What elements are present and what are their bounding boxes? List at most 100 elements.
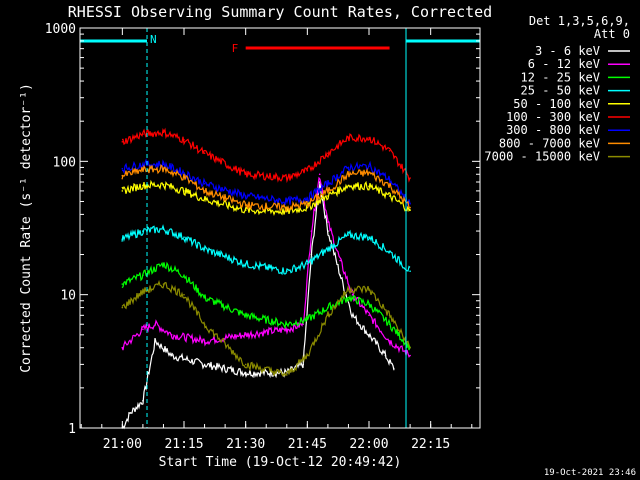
series-7-point-12 — [388, 178, 391, 181]
series-9-point-1 — [121, 306, 124, 309]
series-1-point-2 — [129, 412, 132, 414]
series-4-point-11 — [368, 236, 370, 238]
series-1-point-7 — [244, 371, 247, 374]
series-2-point-11 — [327, 221, 329, 223]
series-4-point-13 — [409, 270, 411, 273]
legend-label-8: 800 - 7000 keV — [499, 136, 600, 150]
series-8-point-2 — [142, 169, 144, 171]
series-1-point-13 — [339, 274, 342, 277]
series-8-point-1 — [121, 174, 124, 177]
series-9-point-3 — [162, 283, 165, 285]
series-line-7 — [121, 158, 411, 208]
series-6-point-7 — [286, 177, 288, 179]
series-8-point-12 — [388, 184, 391, 187]
x-tick-label-3: 21:30 — [226, 437, 265, 452]
series-1-point-12 — [327, 230, 329, 232]
series-7-point-1 — [121, 167, 124, 170]
series-2-point-16 — [409, 354, 411, 357]
series-8-point-8 — [306, 203, 309, 205]
series-4-point-2 — [142, 230, 144, 232]
legend-header-line-2: Att 0 — [594, 27, 630, 41]
series-3-point-2 — [142, 274, 144, 277]
y-tick-label-1: 1 — [68, 422, 76, 437]
chart-title: RHESSI Observing Summary Count Rates, Co… — [68, 3, 492, 21]
series-7-point-8 — [306, 197, 309, 199]
series-9-point-11 — [368, 288, 370, 290]
series-1-point-14 — [351, 314, 354, 317]
series-3-point-11 — [368, 303, 370, 305]
series-1-point-16 — [384, 354, 387, 357]
series-8-point-11 — [368, 172, 370, 174]
series-line-1 — [121, 182, 395, 430]
y-tick-label-3: 100 — [53, 155, 76, 170]
series-3-point-8 — [306, 318, 309, 321]
legend-label-9: 7000 - 15000 keV — [484, 150, 600, 164]
series-1-point-4 — [154, 340, 156, 342]
series-6-point-3 — [162, 131, 165, 134]
series-9-point-2 — [142, 291, 144, 293]
series-3-point-7 — [286, 323, 288, 326]
series-2-point-1 — [121, 346, 124, 349]
x-tick-label-5: 22:00 — [349, 437, 388, 452]
series-8-point-9 — [327, 190, 329, 192]
series-line-2 — [121, 176, 411, 358]
series-7-point-9 — [327, 182, 329, 185]
series-6-point-11 — [368, 137, 370, 139]
series-6-point-13 — [409, 177, 411, 179]
series-8-point-10 — [347, 173, 350, 176]
series-6-point-6 — [244, 173, 247, 176]
series-6-point-1 — [121, 141, 124, 143]
series-3-point-6 — [244, 314, 247, 317]
series-6-point-4 — [183, 139, 185, 141]
series-7-point-10 — [347, 166, 350, 169]
series-5-point-5 — [203, 198, 206, 200]
series-3-point-3 — [162, 263, 165, 265]
series-4-point-10 — [347, 234, 350, 236]
series-6-point-9 — [327, 152, 329, 154]
series-4-point-5 — [203, 248, 206, 250]
series-3-point-9 — [327, 306, 329, 309]
series-1-point-6 — [203, 363, 206, 366]
series-7-point-7 — [286, 200, 288, 203]
series-6-point-5 — [203, 152, 206, 154]
series-2-point-15 — [388, 340, 391, 342]
series-7-point-4 — [183, 172, 185, 174]
series-8-point-7 — [286, 206, 288, 209]
series-line-6 — [121, 127, 411, 184]
legend-label-3: 12 - 25 keV — [521, 70, 600, 84]
x-tick-label-1: 21:00 — [103, 437, 142, 452]
series-5-point-3 — [162, 183, 165, 186]
y-tick-label-2: 10 — [60, 289, 76, 304]
series-2-point-10 — [318, 173, 321, 176]
series-5-point-1 — [121, 190, 124, 192]
series-5-point-2 — [142, 184, 144, 187]
series-1-point-10 — [310, 253, 313, 256]
series-4-point-3 — [162, 228, 165, 230]
series-2-point-7 — [286, 328, 288, 331]
series-1-point-17 — [392, 367, 395, 370]
plot-frame — [79, 27, 481, 429]
night-label: N — [150, 33, 157, 46]
legend-label-5: 50 - 100 keV — [513, 97, 600, 111]
series-4-point-6 — [244, 263, 247, 265]
legend-label-4: 25 - 50 keV — [521, 84, 600, 98]
series-1-point-5 — [170, 354, 173, 357]
series-line-8 — [121, 164, 411, 213]
series-4-point-1 — [121, 238, 124, 241]
series-2-point-3 — [154, 323, 156, 326]
series-8-point-5 — [203, 190, 206, 192]
series-9-point-12 — [388, 314, 391, 317]
series-7-point-5 — [203, 182, 206, 185]
legend-label-6: 100 - 300 keV — [506, 110, 600, 124]
series-5-point-4 — [183, 190, 185, 192]
series-2-point-4 — [170, 334, 173, 336]
series-3-point-1 — [121, 283, 124, 285]
series-4-point-7 — [286, 270, 288, 273]
series-5-point-12 — [388, 195, 391, 197]
series-7-point-3 — [162, 163, 165, 166]
series-3-point-5 — [203, 296, 206, 299]
series-9-point-8 — [306, 354, 309, 357]
footer-date: 19-Oct-2021 23:46 — [544, 468, 636, 478]
legend-label-2: 6 - 12 keV — [528, 57, 600, 71]
